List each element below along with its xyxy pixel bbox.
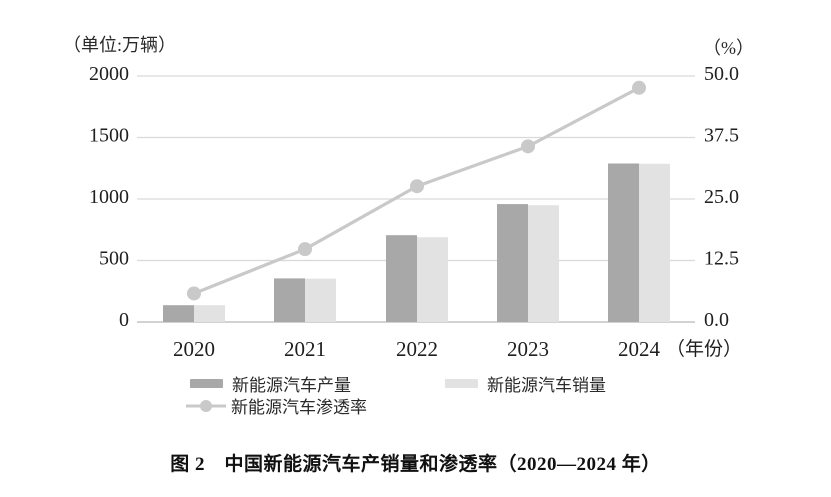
penetration-marker (298, 242, 312, 257)
bar-production (163, 305, 194, 322)
legend-item-production: 新能源汽车产量 (190, 371, 351, 396)
right-axis-tick-label: 37.5 (704, 125, 739, 147)
x-axis-tick-label: 2021 (284, 337, 326, 361)
left-axis-tick-label: 500 (99, 248, 129, 270)
legend-item-sales: 新能源汽车销量 (445, 371, 606, 396)
right-axis-tick-label: 0.0 (704, 309, 729, 331)
x-axis-tick-label: 2024 (618, 337, 661, 361)
right-axis-unit-label: （%） (703, 38, 754, 58)
bar-production (274, 278, 305, 322)
x-axis-suffix-label: （年份） (666, 338, 742, 360)
penetration-marker (521, 139, 535, 154)
legend-label-sales: 新能源汽车销量 (487, 376, 606, 395)
right-axis-tick-label: 12.5 (704, 248, 739, 270)
right-axis-tick-label: 25.0 (704, 186, 739, 208)
penetration-marker (187, 286, 201, 301)
penetration-line-swatch (186, 399, 226, 413)
left-axis-tick-label: 1000 (89, 186, 129, 208)
x-axis-tick-label: 2023 (507, 337, 549, 361)
bar-sales (305, 278, 336, 322)
figure-caption: 图 2 中国新能源汽车产销量和渗透率（2020—2024 年） (170, 454, 661, 475)
legend-label-penetration: 新能源汽车渗透率 (231, 398, 367, 417)
left-axis-tick-label: 0 (119, 309, 129, 331)
sales-swatch (445, 379, 478, 388)
legend-label-production: 新能源汽车产量 (232, 376, 351, 395)
penetration-marker (632, 80, 646, 95)
bar-sales (417, 237, 448, 322)
x-axis-tick-label: 2022 (396, 337, 438, 361)
penetration-marker (410, 179, 424, 194)
bar-sales (528, 205, 559, 322)
left-axis-tick-label: 2000 (89, 63, 129, 85)
left-axis-tick-label: 1500 (89, 125, 129, 147)
bar-production (608, 163, 639, 322)
right-axis-tick-label: 50.0 (704, 63, 739, 85)
production-swatch (190, 379, 223, 388)
bar-production (386, 235, 417, 322)
bar-sales (639, 163, 670, 322)
x-axis-tick-label: 2020 (173, 337, 215, 361)
bar-sales (194, 305, 225, 322)
bar-production (497, 204, 528, 322)
legend-item-penetration: 新能源汽车渗透率 (186, 393, 367, 418)
left-axis-unit-label: （单位:万辆） (63, 35, 177, 55)
